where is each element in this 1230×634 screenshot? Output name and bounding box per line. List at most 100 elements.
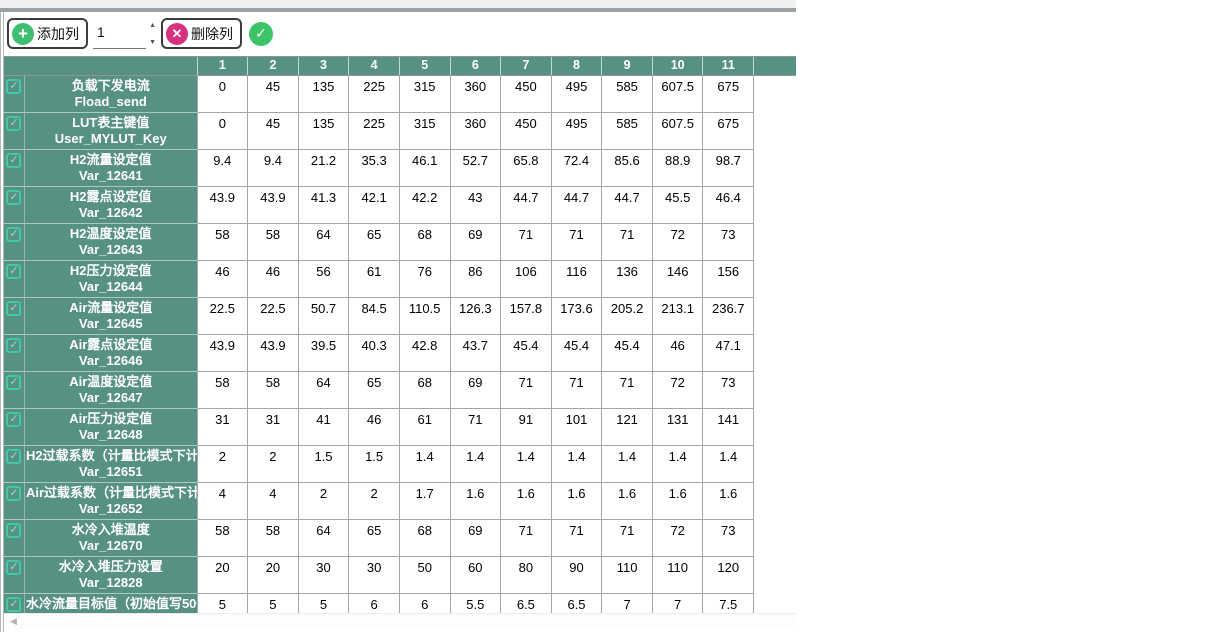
cell[interactable]: 71 xyxy=(450,409,502,446)
cell[interactable]: 7 xyxy=(652,594,704,613)
horizontal-scrollbar[interactable]: ◀ xyxy=(4,613,796,629)
cell[interactable]: 91 xyxy=(501,409,552,446)
row-checkbox[interactable]: ✓ xyxy=(6,153,22,168)
cell[interactable]: 80 xyxy=(501,557,552,594)
column-header-3[interactable]: 3 xyxy=(298,57,350,75)
cell[interactable]: 43.9 xyxy=(197,335,249,372)
cell[interactable]: 44.7 xyxy=(551,187,603,224)
cell[interactable]: 450 xyxy=(501,113,552,150)
column-header-5[interactable]: 5 xyxy=(399,57,451,75)
row-checkbox[interactable]: ✓ xyxy=(6,116,22,131)
cell[interactable]: 56 xyxy=(298,261,350,298)
cell[interactable]: 7 xyxy=(602,594,653,613)
cell[interactable]: 43.9 xyxy=(197,187,249,224)
cell[interactable]: 46 xyxy=(349,409,400,446)
cell[interactable]: 71 xyxy=(602,372,653,409)
cell[interactable]: 42.8 xyxy=(399,335,451,372)
cell[interactable]: 1.4 xyxy=(703,446,755,483)
row-checkbox[interactable]: ✓ xyxy=(6,338,22,353)
cell[interactable]: 65 xyxy=(349,372,400,409)
cell[interactable]: 43.9 xyxy=(248,187,299,224)
column-header-8[interactable]: 8 xyxy=(551,57,603,75)
cell[interactable]: 106 xyxy=(501,261,552,298)
cell[interactable]: 22.5 xyxy=(197,298,249,335)
cell[interactable]: 61 xyxy=(399,409,451,446)
cell[interactable]: 84.5 xyxy=(349,298,400,335)
cell[interactable]: 5 xyxy=(197,594,249,613)
cell[interactable]: 58 xyxy=(197,224,249,261)
cell[interactable]: 58 xyxy=(248,520,299,557)
cell[interactable]: 58 xyxy=(248,224,299,261)
cell[interactable]: 4 xyxy=(248,483,299,520)
column-header-9[interactable]: 9 xyxy=(602,57,653,75)
row-header[interactable]: H2温度设定值 Var_12643 xyxy=(24,224,198,261)
cell[interactable]: 50 xyxy=(399,557,451,594)
cell[interactable]: 41 xyxy=(298,409,350,446)
cell[interactable]: 73 xyxy=(703,224,755,261)
cell[interactable]: 1.4 xyxy=(501,446,552,483)
cell[interactable]: 60 xyxy=(450,557,502,594)
cell[interactable]: 46 xyxy=(248,261,299,298)
cell[interactable]: 45 xyxy=(248,76,299,113)
cell[interactable]: 71 xyxy=(551,372,603,409)
cell[interactable]: 1.6 xyxy=(450,483,502,520)
scroll-left-icon[interactable]: ◀ xyxy=(10,616,17,626)
cell[interactable]: 65 xyxy=(349,224,400,261)
cell[interactable]: 1.6 xyxy=(602,483,653,520)
cell[interactable]: 85.6 xyxy=(602,150,653,187)
cell[interactable]: 45.4 xyxy=(501,335,552,372)
row-checkbox[interactable]: ✓ xyxy=(6,375,22,390)
cell[interactable]: 72.4 xyxy=(551,150,603,187)
row-checkbox[interactable]: ✓ xyxy=(6,597,22,612)
cell[interactable]: 236.7 xyxy=(703,298,755,335)
cell[interactable]: 205.2 xyxy=(602,298,653,335)
cell[interactable]: 1.6 xyxy=(703,483,755,520)
row-header[interactable]: Air过载系数（计量比模式下计 Var_12652 xyxy=(24,483,198,520)
cell[interactable]: 71 xyxy=(602,224,653,261)
cell[interactable]: 58 xyxy=(197,372,249,409)
cell[interactable]: 120 xyxy=(703,557,755,594)
cell[interactable]: 44.7 xyxy=(602,187,653,224)
cell[interactable]: 88.9 xyxy=(652,150,704,187)
cell[interactable]: 30 xyxy=(298,557,350,594)
cell[interactable]: 46.1 xyxy=(399,150,451,187)
row-checkbox[interactable]: ✓ xyxy=(6,301,22,316)
cell[interactable]: 1.4 xyxy=(652,446,704,483)
cell[interactable]: 68 xyxy=(399,520,451,557)
row-header[interactable]: H2压力设定值 Var_12644 xyxy=(24,261,198,298)
cell[interactable]: 110 xyxy=(652,557,704,594)
row-header[interactable]: H2过载系数（计量比模式下计 Var_12651 xyxy=(24,446,198,483)
column-count-value[interactable]: 1 xyxy=(93,19,147,49)
cell[interactable]: 64 xyxy=(298,520,350,557)
cell[interactable]: 45.4 xyxy=(602,335,653,372)
cell[interactable]: 44.7 xyxy=(501,187,552,224)
cell[interactable]: 141 xyxy=(703,409,755,446)
column-header-6[interactable]: 6 xyxy=(450,57,502,75)
cell[interactable]: 39.5 xyxy=(298,335,350,372)
delete-column-button[interactable]: ✕ 删除列 xyxy=(161,18,242,49)
cell[interactable]: 675 xyxy=(703,76,755,113)
cell[interactable]: 1.4 xyxy=(450,446,502,483)
cell[interactable]: 450 xyxy=(501,76,552,113)
cell[interactable]: 71 xyxy=(551,520,603,557)
cell[interactable]: 213.1 xyxy=(652,298,704,335)
row-header[interactable]: 负载下发电流 Fload_send xyxy=(24,76,198,113)
row-checkbox[interactable]: ✓ xyxy=(6,79,22,94)
cell[interactable]: 73 xyxy=(703,520,755,557)
row-header[interactable]: LUT表主键值 User_MYLUT_Key xyxy=(24,113,198,150)
row-checkbox[interactable]: ✓ xyxy=(6,264,22,279)
cell[interactable]: 2 xyxy=(298,483,350,520)
cell[interactable]: 607.5 xyxy=(652,76,704,113)
cell[interactable]: 7.5 xyxy=(703,594,755,613)
cell[interactable]: 6 xyxy=(399,594,451,613)
cell[interactable]: 72 xyxy=(652,372,704,409)
cell[interactable]: 50.7 xyxy=(298,298,350,335)
cell[interactable]: 46 xyxy=(652,335,704,372)
cell[interactable]: 156 xyxy=(703,261,755,298)
cell[interactable]: 45 xyxy=(248,113,299,150)
cell[interactable]: 98.7 xyxy=(703,150,755,187)
cell[interactable]: 71 xyxy=(602,520,653,557)
cell[interactable]: 71 xyxy=(501,520,552,557)
cell[interactable]: 360 xyxy=(450,76,502,113)
row-checkbox[interactable]: ✓ xyxy=(6,486,22,501)
